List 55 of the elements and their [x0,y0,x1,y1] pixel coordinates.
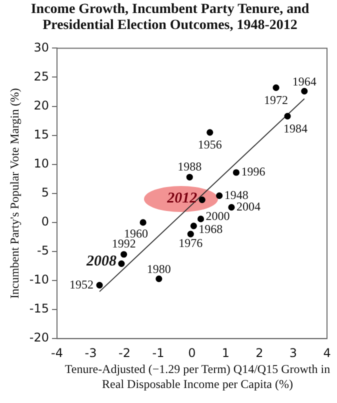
annotation: 1972 [264,92,288,107]
annotation: 1964 [292,74,316,88]
y-tick-label: 15 [34,127,49,142]
y-tick-label: -10 [29,272,49,287]
x-tick-label: 2 [256,346,264,360]
y-tick-label: -15 [29,302,49,316]
point [190,222,197,230]
x-tick-label: 3 [289,346,298,360]
annotation: 2000 [206,209,230,224]
annotation: 1984 [284,121,308,136]
x-tick-label: -2 [118,346,130,360]
chart-title: Income Growth, Incumbent Party Tenure, and Presidential Election Outcomes, 1948-2012 [30,2,310,34]
x-tick-label: 4 [323,346,331,360]
annotation: 1952 [70,277,94,292]
annotation: 2012 [166,190,198,207]
y-tick-label: 25 [34,69,49,84]
point [120,251,128,258]
point [156,275,162,282]
point [206,129,214,136]
annotation: 2008 [85,254,117,270]
point [186,174,193,180]
y-tick-label: 5 [41,186,49,200]
point [118,260,125,267]
x-tick-label: 1 [222,346,230,360]
point [228,204,235,211]
point [96,282,103,288]
x-tick-label: -4 [51,346,63,360]
point [301,88,308,94]
point [284,112,291,120]
x-tick-label: -1 [152,346,164,360]
point [216,192,223,200]
annotation: 1956 [198,138,222,152]
point [197,216,204,222]
point [232,169,240,176]
annotation: 1988 [178,159,202,174]
y-axis-title: Incumbent Party's Popular Vote Margin (%) [7,88,22,299]
y-tick-label: 20 [34,98,49,112]
y-tick-label: 0 [41,214,49,229]
annotation: 1968 [198,222,223,236]
point [187,230,194,238]
point [140,219,146,226]
y-tick-label: -5 [37,244,49,258]
x-tick-label: -3 [84,346,97,360]
annotation: 1980 [146,262,171,276]
y-tick-label: -20 [29,330,49,345]
point [198,196,206,204]
y-tick-label: 30 [34,40,49,54]
point [272,84,280,91]
annotation: 1976 [178,236,203,250]
x-axis-title: Tenure-Adjusted (−1.29 per Term) Q14/Q15 Growth in Real Disposable Income per Capita (%) [64,362,332,392]
x-tick-label: 0 [188,346,196,360]
annotation: 1948 [224,188,248,202]
annotation: 2004 [236,199,260,214]
y-tick-label: 10 [34,156,49,170]
annotation: 1996 [241,164,266,179]
